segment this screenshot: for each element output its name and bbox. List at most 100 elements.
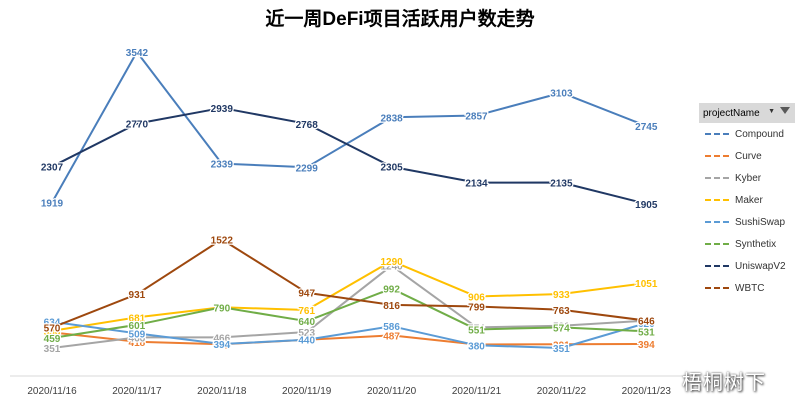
x-tick-label: 2020/11/21 xyxy=(452,386,502,397)
legend-label: Curve xyxy=(735,150,762,162)
data-label: 351 xyxy=(44,344,61,355)
data-label: 418 xyxy=(129,338,146,349)
data-label: 933 xyxy=(553,290,570,301)
series-line xyxy=(51,287,647,339)
data-label: 551 xyxy=(468,325,485,336)
data-label: 640 xyxy=(298,317,315,328)
x-tick-label: 2020/11/19 xyxy=(282,386,332,397)
series-maker: 536 681 790 761 1290 906 933 1051 xyxy=(42,256,659,339)
data-label: 2134 xyxy=(465,179,488,190)
data-label: 2305 xyxy=(380,163,403,174)
data-label: 763 xyxy=(553,306,570,317)
legend-label: Synthetix xyxy=(735,238,777,250)
data-label: 440 xyxy=(298,336,315,347)
series-line xyxy=(51,331,647,346)
data-label: 586 xyxy=(383,322,400,333)
data-label: 799 xyxy=(468,302,485,313)
series-line xyxy=(51,238,647,329)
data-label: 2857 xyxy=(465,112,488,123)
legend-item-compound[interactable]: Compound xyxy=(699,123,795,145)
data-label: 931 xyxy=(129,290,146,301)
data-label: 681 xyxy=(129,313,146,324)
x-tick-label: 2020/11/22 xyxy=(537,386,587,397)
series-wbtc: 570 931 1522 947 816 799 763 646 xyxy=(42,234,656,336)
legend-item-kyber[interactable]: Kyber xyxy=(699,167,795,189)
data-label: 459 xyxy=(44,334,61,345)
data-label: 3542 xyxy=(126,48,149,59)
legend-swatch xyxy=(705,243,729,245)
x-tick-label: 2020/11/17 xyxy=(112,386,162,397)
data-label: 380 xyxy=(468,341,485,352)
data-label: 1522 xyxy=(211,235,234,246)
legend-item-wbtc[interactable]: WBTC xyxy=(699,277,795,299)
legend-swatch xyxy=(705,287,729,289)
watermark: 梧桐树下 xyxy=(682,372,766,394)
legend-item-maker[interactable]: Maker xyxy=(699,189,795,211)
x-tick-label: 2020/11/20 xyxy=(367,386,417,397)
legend-item-synthetix[interactable]: Synthetix xyxy=(699,233,795,255)
data-label: 394 xyxy=(213,340,230,351)
filter-funnel-icon[interactable] xyxy=(780,107,790,114)
legend-title: projectName xyxy=(703,107,760,119)
data-label: 2939 xyxy=(211,104,234,115)
data-label: 2135 xyxy=(550,179,573,190)
x-tick-label: 2020/11/16 xyxy=(27,386,77,397)
data-label: 761 xyxy=(298,306,315,317)
data-label: 531 xyxy=(638,327,655,338)
legend-label: WBTC xyxy=(735,282,765,294)
data-label: 466 xyxy=(213,333,230,344)
legend-label: Compound xyxy=(735,128,784,140)
data-label: 790 xyxy=(213,303,230,314)
legend-label: Maker xyxy=(735,194,763,206)
legend-item-curve[interactable]: Curve xyxy=(699,145,795,167)
series-uniswapv2: 2307 2770 2939 2768 2305 2134 2135 1905 xyxy=(40,103,659,212)
data-label: 487 xyxy=(383,331,400,342)
data-label: 620 xyxy=(638,319,655,330)
legend-swatch xyxy=(705,133,729,135)
data-label: 394 xyxy=(638,340,655,351)
legend-item-uniswapv2[interactable]: UniswapV2 xyxy=(699,255,795,277)
legend-filter-header[interactable]: projectName ▼ xyxy=(699,103,795,123)
data-label: 351 xyxy=(553,344,570,355)
legend-label: UniswapV2 xyxy=(735,260,786,272)
data-label: 790 xyxy=(213,303,230,314)
data-label: 3103 xyxy=(550,89,573,100)
x-tick-label: 2020/11/18 xyxy=(197,386,247,397)
data-label: 2745 xyxy=(635,122,658,133)
legend-swatch xyxy=(705,199,729,201)
series-compound: 1919 3542 2339 2299 2838 2857 3103 2745 xyxy=(40,47,659,211)
legend-label: Kyber xyxy=(735,172,762,184)
data-label: 816 xyxy=(383,301,400,312)
legend-items: Compound Curve Kyber Maker SushiSwap Syntheti… xyxy=(699,123,795,299)
series-line xyxy=(51,259,647,332)
data-label: 536 xyxy=(44,327,61,338)
chart-title: 近一周DeFi项目活跃用户数走势 xyxy=(265,9,535,30)
data-label: 1919 xyxy=(41,199,64,210)
data-label: 2307 xyxy=(41,163,64,174)
data-label: 2299 xyxy=(296,163,319,174)
series-synthetix: 459 601 790 640 992 551 574 531 xyxy=(42,283,656,346)
legend-label: SushiSwap xyxy=(735,216,786,228)
sort-arrow-icon[interactable]: ▼ xyxy=(768,108,775,115)
data-label: 509 xyxy=(129,329,146,340)
data-label: 1905 xyxy=(635,200,658,211)
data-label: 601 xyxy=(129,321,146,332)
legend-swatch xyxy=(705,265,729,267)
legend-swatch xyxy=(705,177,729,179)
series-line xyxy=(51,320,647,349)
legend[interactable]: projectName ▼ Compound Curve Kyber Maker Sus… xyxy=(699,103,795,301)
data-label: 992 xyxy=(383,285,400,296)
data-label: 574 xyxy=(553,323,570,334)
data-label: 523 xyxy=(298,328,315,339)
x-tick-label: 2020/11/23 xyxy=(622,386,672,397)
data-label: 2339 xyxy=(211,160,234,171)
data-label: 906 xyxy=(468,293,485,304)
data-label: 2770 xyxy=(126,120,149,131)
data-label: 646 xyxy=(638,317,655,328)
legend-swatch xyxy=(705,221,729,223)
data-label: 391 xyxy=(553,340,570,351)
legend-item-sushiswap[interactable]: SushiSwap xyxy=(699,211,795,233)
data-label: 1051 xyxy=(635,279,658,290)
